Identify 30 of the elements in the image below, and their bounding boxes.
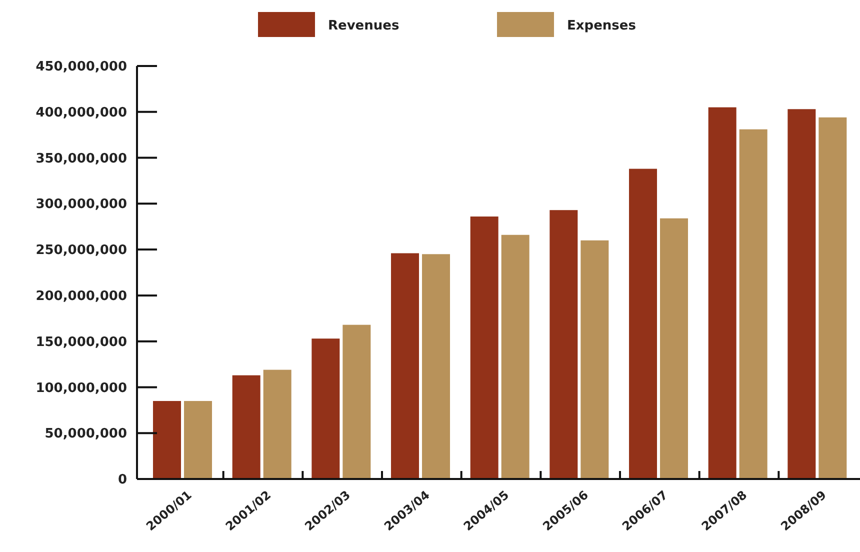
- y-tick-label: 200,000,000: [36, 288, 127, 304]
- bar: [660, 218, 688, 479]
- bar: [818, 117, 847, 479]
- y-tick-label: 250,000,000: [36, 243, 127, 258]
- bar: [470, 216, 498, 479]
- legend-label: Revenues: [328, 18, 400, 34]
- bar: [232, 375, 260, 479]
- y-tick-label: 450,000,000: [36, 60, 127, 75]
- y-tick-label: 0: [118, 472, 127, 488]
- bar: [629, 168, 657, 479]
- bar: [788, 109, 816, 479]
- bar: [708, 107, 736, 479]
- y-tick-label: 100,000,000: [36, 380, 127, 396]
- bar: [312, 338, 340, 479]
- y-tick-label: 350,000,000: [36, 151, 127, 166]
- y-tick-label: 50,000,000: [44, 426, 127, 442]
- y-tick-label: 150,000,000: [36, 334, 127, 350]
- bar: [391, 253, 419, 479]
- y-tick-label: 300,000,000: [36, 197, 127, 212]
- bar: [184, 400, 212, 479]
- bar: [580, 240, 609, 479]
- bar: [342, 324, 371, 479]
- legend-label: Expenses: [567, 18, 636, 34]
- bar: [153, 400, 181, 479]
- y-tick-label: 400,000,000: [36, 105, 127, 120]
- bar: [550, 210, 578, 479]
- bar: [263, 370, 292, 479]
- bar: [501, 234, 530, 479]
- bar: [739, 129, 768, 479]
- bar: [422, 254, 450, 479]
